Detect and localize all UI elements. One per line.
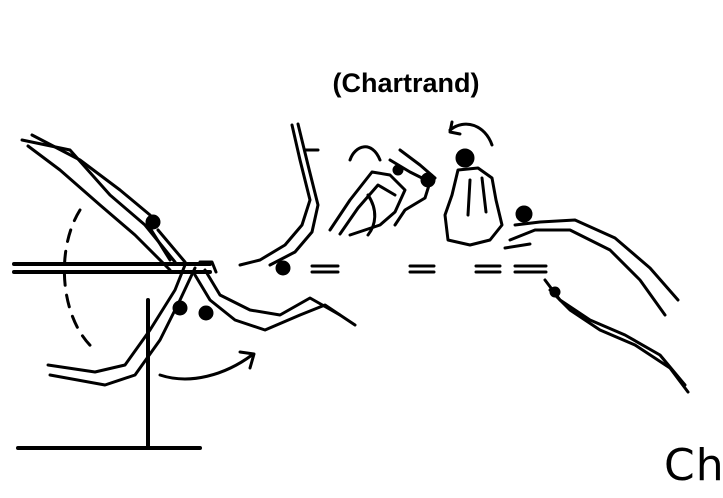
gymnast-figure-2	[46, 263, 197, 387]
skill-code: Ch	[664, 440, 723, 491]
skill-title: (Chartrand)	[332, 68, 480, 98]
gymnast-figure-9	[543, 278, 690, 394]
gymnast-figure-8	[503, 205, 680, 317]
gymnast-figure-4	[238, 122, 320, 276]
gymnast-figure-6	[388, 148, 437, 227]
swing-arc-icon	[62, 208, 97, 352]
rotation-arrow-icon	[448, 120, 494, 147]
parallel-bars-icon	[310, 264, 548, 274]
gymnast-figure-1	[20, 133, 187, 272]
parallel-bars-icon	[12, 262, 212, 450]
rotation-arrow-icon	[158, 350, 256, 381]
gymnast-figure-7	[443, 148, 504, 247]
gymnast-figure-3	[193, 260, 357, 332]
gymnast-figure-5	[328, 145, 407, 237]
